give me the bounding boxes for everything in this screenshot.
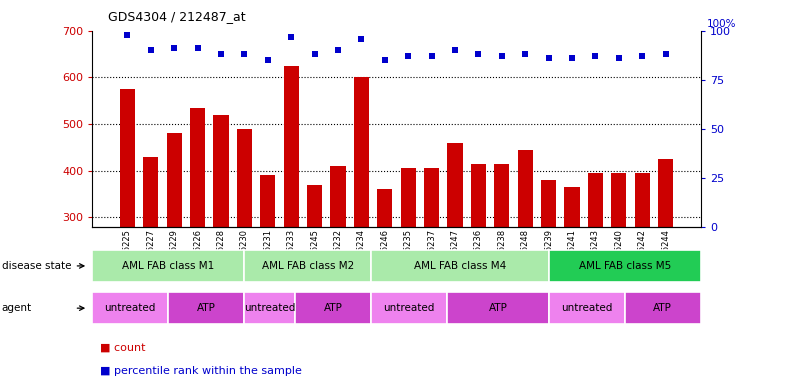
Bar xyxy=(330,166,345,357)
Point xyxy=(542,55,555,61)
Text: ATP: ATP xyxy=(197,303,215,313)
Bar xyxy=(190,108,205,357)
Point xyxy=(402,53,415,59)
Bar xyxy=(167,133,182,357)
Bar xyxy=(448,142,463,357)
Bar xyxy=(143,157,159,357)
Bar xyxy=(284,66,299,357)
Text: untreated: untreated xyxy=(104,303,156,313)
Text: GDS4304 / 212487_at: GDS4304 / 212487_at xyxy=(108,10,246,23)
Point xyxy=(215,51,227,57)
Text: ■ count: ■ count xyxy=(100,343,146,353)
Bar xyxy=(424,168,439,357)
Point xyxy=(449,47,461,53)
Bar xyxy=(658,159,673,357)
Point xyxy=(589,53,602,59)
Point xyxy=(121,31,134,38)
Bar xyxy=(471,164,486,357)
Point xyxy=(285,33,298,40)
Bar xyxy=(377,189,392,357)
Point xyxy=(191,45,204,51)
Point xyxy=(238,51,251,57)
Bar xyxy=(517,150,533,357)
Point xyxy=(355,35,368,41)
Text: untreated: untreated xyxy=(384,303,435,313)
Bar xyxy=(213,115,228,357)
Text: ATP: ATP xyxy=(654,303,672,313)
Bar xyxy=(237,129,252,357)
Text: disease state: disease state xyxy=(2,261,71,271)
Text: AML FAB class M1: AML FAB class M1 xyxy=(122,261,215,271)
Text: AML FAB class M4: AML FAB class M4 xyxy=(414,261,506,271)
Bar xyxy=(565,187,580,357)
Text: agent: agent xyxy=(2,303,32,313)
Point xyxy=(308,51,321,57)
Text: ATP: ATP xyxy=(324,303,343,313)
Point xyxy=(425,53,438,59)
Point xyxy=(636,53,649,59)
Point xyxy=(613,55,626,61)
Bar xyxy=(494,164,509,357)
Bar xyxy=(260,175,276,357)
Point xyxy=(332,47,344,53)
Text: ■ percentile rank within the sample: ■ percentile rank within the sample xyxy=(100,366,302,376)
Text: untreated: untreated xyxy=(561,303,613,313)
Point xyxy=(495,53,508,59)
Bar xyxy=(354,77,369,357)
Bar xyxy=(541,180,556,357)
Point xyxy=(378,57,391,63)
Point xyxy=(167,45,180,51)
Bar xyxy=(611,173,626,357)
Bar xyxy=(307,185,322,357)
Point xyxy=(144,47,157,53)
Text: untreated: untreated xyxy=(244,303,296,313)
Text: AML FAB class M5: AML FAB class M5 xyxy=(578,261,671,271)
Point xyxy=(566,55,578,61)
Point xyxy=(519,51,532,57)
Point xyxy=(261,57,274,63)
Text: ATP: ATP xyxy=(489,303,507,313)
Bar xyxy=(400,168,416,357)
Bar xyxy=(588,173,603,357)
Text: AML FAB class M2: AML FAB class M2 xyxy=(262,261,354,271)
Bar xyxy=(634,173,650,357)
Point xyxy=(472,51,485,57)
Point xyxy=(659,51,672,57)
Bar xyxy=(120,89,135,357)
Text: 100%: 100% xyxy=(707,19,736,29)
